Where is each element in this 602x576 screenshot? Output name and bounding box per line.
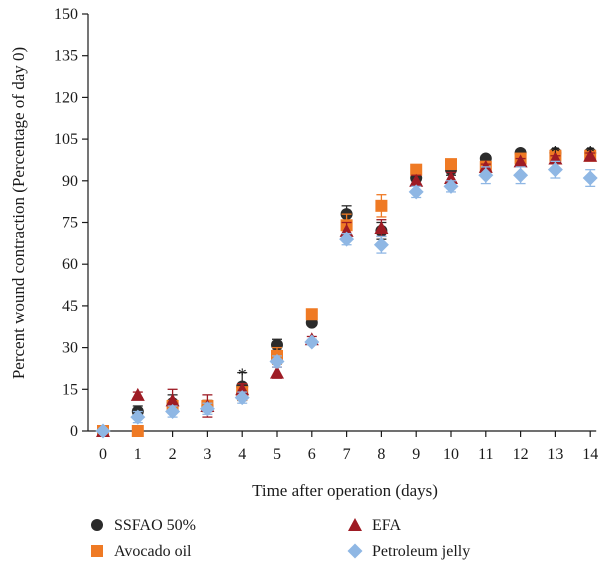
data-point <box>165 404 181 420</box>
series-petroleum-jelly <box>95 160 598 439</box>
legend-marker <box>347 543 363 559</box>
legend-label: Avocado oil <box>114 543 192 560</box>
data-point <box>373 237 389 253</box>
y-tick-label: 105 <box>54 131 78 148</box>
data-point <box>130 409 146 425</box>
y-axis-title: Percent wound contraction (Percentage of… <box>9 47 28 379</box>
data-point <box>583 148 598 162</box>
y-tick-label: 120 <box>54 89 78 106</box>
legend-label: Petroleum jelly <box>372 543 470 560</box>
y-tick-label: 45 <box>62 298 78 315</box>
data-point <box>513 154 528 168</box>
y-tick-label: 150 <box>54 6 78 23</box>
data-point <box>270 365 284 379</box>
data-point <box>374 221 389 235</box>
x-tick-label: 6 <box>308 446 316 463</box>
y-tick-label: 30 <box>62 340 78 357</box>
data-point <box>409 173 424 187</box>
y-tick-label: 90 <box>62 173 78 190</box>
series-group <box>95 147 598 439</box>
x-tick-label: 7 <box>343 446 351 463</box>
data-point <box>443 178 459 194</box>
legend-item: EFA <box>348 517 401 534</box>
data-point <box>305 308 318 321</box>
data-point <box>130 387 145 401</box>
y-tick-label: 135 <box>54 48 78 65</box>
data-point <box>165 393 180 407</box>
significance-marker: * <box>586 142 595 162</box>
legend-label: SSFAO 50% <box>114 517 196 534</box>
y-tick-label: 75 <box>62 215 78 232</box>
legend-item: SSFAO 50% <box>91 517 196 534</box>
legend-marker <box>91 545 103 557</box>
x-tick-label: 1 <box>134 446 142 463</box>
data-point <box>513 167 529 183</box>
data-point <box>131 425 144 437</box>
significance-marker: * <box>238 365 247 385</box>
x-tick-label: 14 <box>582 446 598 463</box>
data-point <box>478 167 494 183</box>
x-tick-label: 3 <box>203 446 211 463</box>
data-point <box>375 199 388 212</box>
series-ssfao-50- <box>97 147 597 437</box>
data-point <box>95 423 111 439</box>
series-avocado-oil <box>97 149 597 437</box>
x-tick-label: 9 <box>412 446 420 463</box>
legend-item: Petroleum jelly <box>347 543 470 560</box>
x-tick-label: 0 <box>99 446 107 463</box>
x-tick-label: 11 <box>478 446 493 463</box>
x-tick-label: 13 <box>547 446 563 463</box>
data-point <box>339 231 355 247</box>
data-point <box>582 170 598 186</box>
x-axis-title: Time after operation (days) <box>252 481 438 500</box>
legend: SSFAO 50% EFA Avocado oil Petroleum jelly <box>91 517 470 560</box>
legend-marker <box>91 519 103 531</box>
x-tick-label: 10 <box>443 446 459 463</box>
y-tick-label: 0 <box>70 423 78 440</box>
data-point <box>408 184 424 200</box>
x-tick-label: 5 <box>273 446 281 463</box>
legend-label: EFA <box>372 517 401 534</box>
y-tick-label: 15 <box>62 381 78 398</box>
data-point <box>547 162 563 178</box>
y-tick-label: 60 <box>62 256 78 273</box>
annotations-group: * * * <box>238 142 595 384</box>
legend-item: Avocado oil <box>91 543 192 560</box>
data-point <box>445 158 457 171</box>
x-tick-label: 4 <box>238 446 246 463</box>
data-point <box>234 390 250 406</box>
series-efa <box>96 148 598 437</box>
data-point <box>269 354 285 369</box>
x-tick-label: 2 <box>169 446 177 463</box>
significance-marker: * <box>551 142 560 162</box>
data-point <box>410 163 423 176</box>
data-point <box>304 334 320 350</box>
x-tick-label: 8 <box>377 446 385 463</box>
x-tick-label: 12 <box>513 446 529 463</box>
legend-marker <box>348 518 362 531</box>
data-point <box>199 401 215 417</box>
